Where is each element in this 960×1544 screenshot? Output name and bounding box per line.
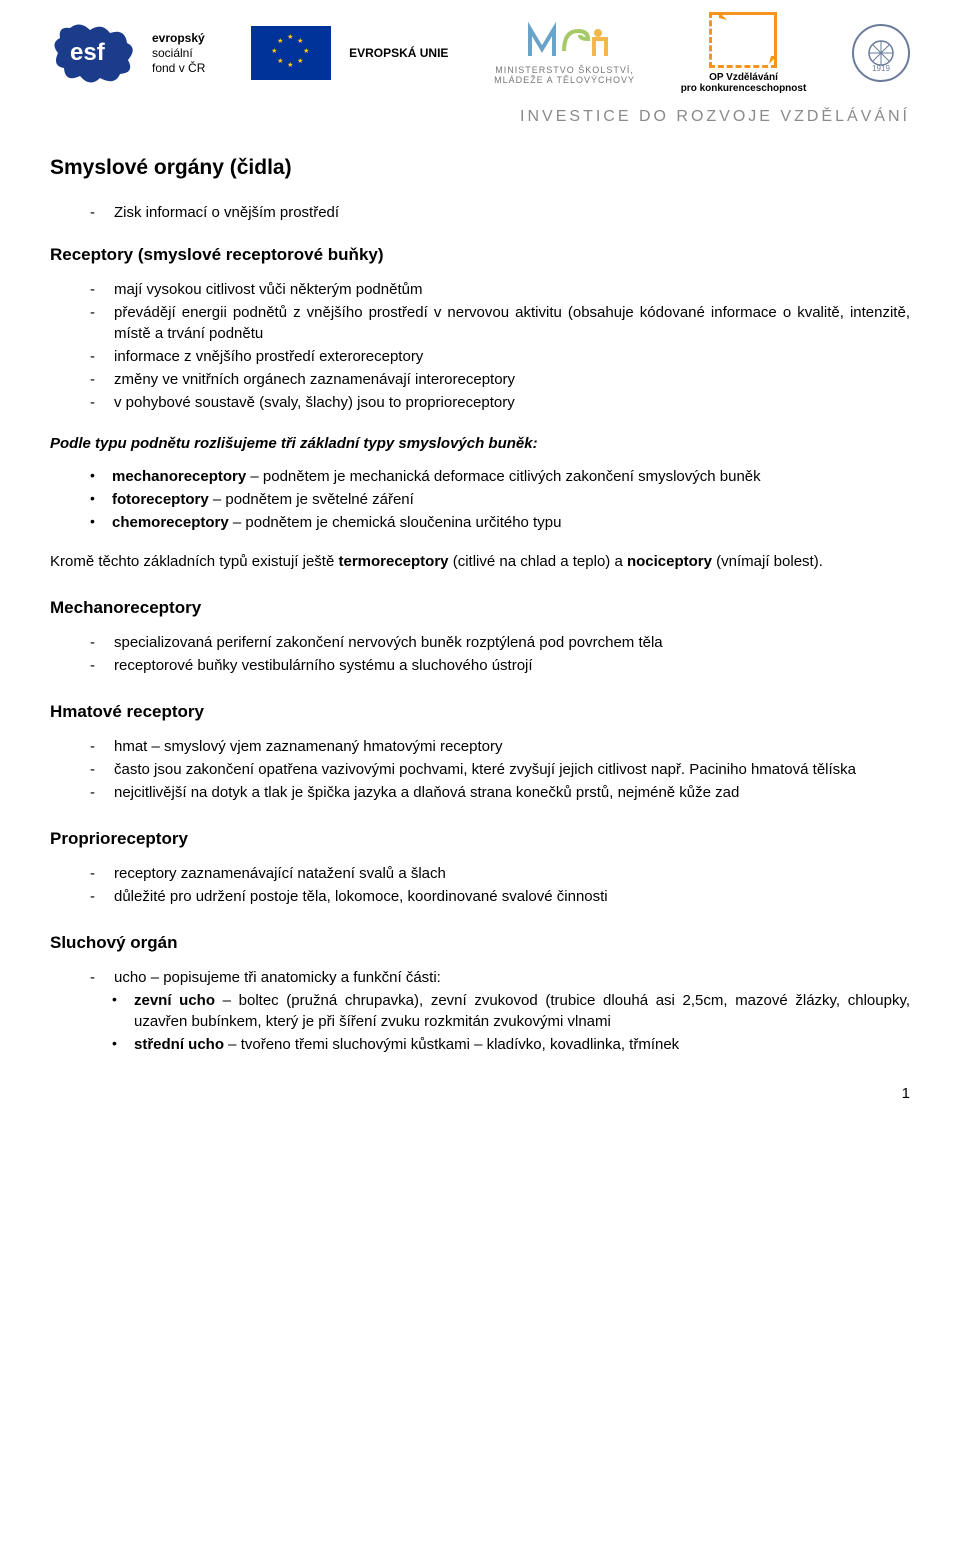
svg-text:1919: 1919 xyxy=(872,64,890,73)
mechano-title: Mechanoreceptory xyxy=(50,598,910,618)
sluch-nested-list: zevní ucho – boltec (pružná chrupavka), … xyxy=(50,990,910,1055)
intro-list: Zisk informací o vnějším prostředí xyxy=(50,202,910,223)
esf-line-2: sociální xyxy=(152,46,205,61)
esf-line-1: evropský xyxy=(152,31,205,46)
proprio-title: Proprioreceptory xyxy=(50,829,910,849)
list-item: převádějí energii podnětů z vnějšího pro… xyxy=(90,302,910,344)
op-square-icon xyxy=(709,12,777,68)
list-item: specializovaná periferní zakončení nervo… xyxy=(90,632,910,653)
list-item: Zisk informací o vnějším prostředí xyxy=(90,202,910,223)
proprio-list: receptory zaznamenávající natažení svalů… xyxy=(50,863,910,907)
definition: – tvořeno třemi sluchovými kůstkami – kl… xyxy=(224,1036,679,1053)
op-logo-block: OP Vzdělávání pro konkurenceschopnost xyxy=(681,12,807,94)
list-item: ucho – popisujeme tři anatomicky a funkč… xyxy=(90,967,910,988)
term: střední ucho xyxy=(134,1036,224,1053)
list-item: mají vysokou citlivost vůči některým pod… xyxy=(90,279,910,300)
page-number: 1 xyxy=(50,1085,910,1102)
msmt-logo-icon xyxy=(520,21,610,63)
text: (vnímají bolest). xyxy=(712,553,823,570)
list-item: důležité pro udržení postoje těla, lokom… xyxy=(90,886,910,907)
header-logos: esf evropský sociální fond v ČR ★ ★ ★ ★ … xyxy=(50,0,910,102)
receptory-list: mají vysokou citlivost vůči některým pod… xyxy=(50,279,910,413)
list-item: receptory zaznamenávající natažení svalů… xyxy=(90,863,910,884)
types-list: mechanoreceptory – podnětem je mechanick… xyxy=(50,466,910,533)
page-title: Smyslové orgány (čidla) xyxy=(50,156,910,180)
eu-logo-block: ★ ★ ★ ★ ★ ★ ★ ★ EVROPSKÁ UNIE xyxy=(251,26,448,80)
term: nociceptory xyxy=(627,553,712,570)
types-intro: Podle typu podnětu rozlišujeme tři zákla… xyxy=(50,435,910,452)
list-item: střední ucho – tvořeno třemi sluchovými … xyxy=(112,1034,910,1055)
list-item: v pohybové soustavě (svaly, šlachy) jsou… xyxy=(90,392,910,413)
msmt-logo-block: MINISTERSTVO ŠKOLSTVÍ, MLÁDEŽE A TĚLOVÝC… xyxy=(494,21,635,85)
mechano-list: specializovaná periferní zakončení nervo… xyxy=(50,632,910,676)
op-line-1: OP Vzdělávání xyxy=(709,72,778,83)
msmt-line-1: MINISTERSTVO ŠKOLSTVÍ, xyxy=(494,65,635,75)
term: fotoreceptory xyxy=(112,491,209,508)
svg-text:esf: esf xyxy=(70,39,106,66)
list-item: často jsou zakončení opatřena vazivovými… xyxy=(90,759,910,780)
esf-line-3: fond v ČR xyxy=(152,61,205,76)
definition: – podnětem je mechanická deformace citli… xyxy=(246,468,760,485)
extra-types-paragraph: Kromě těchto základních typů existují je… xyxy=(50,551,910,572)
text: (citlivé na chlad a teplo) a xyxy=(449,553,627,570)
list-item: nejcitlivější na dotyk a tlak je špička … xyxy=(90,782,910,803)
esf-text: evropský sociální fond v ČR xyxy=(152,31,205,76)
msmt-line-2: MLÁDEŽE A TĚLOVÝCHOVY xyxy=(494,75,635,85)
list-item: receptorové buňky vestibulárního systému… xyxy=(90,655,910,676)
hmat-list: hmat – smyslový vjem zaznamenaný hmatový… xyxy=(50,736,910,803)
term: termoreceptory xyxy=(338,553,448,570)
list-item: chemoreceptory – podnětem je chemická sl… xyxy=(90,512,910,533)
term: mechanoreceptory xyxy=(112,468,246,485)
op-line-2: pro konkurenceschopnost xyxy=(681,83,807,94)
school-emblem-icon: 1919 xyxy=(852,24,910,82)
term: zevní ucho xyxy=(134,992,215,1009)
list-item: mechanoreceptory – podnětem je mechanick… xyxy=(90,466,910,487)
hmat-title: Hmatové receptory xyxy=(50,702,910,722)
definition: – boltec (pružná chrupavka), zevní zvuko… xyxy=(134,992,910,1030)
list-item: změny ve vnitřních orgánech zaznamenávaj… xyxy=(90,369,910,390)
receptory-title: Receptory (smyslové receptorové buňky) xyxy=(50,245,910,265)
esf-logo-icon: esf xyxy=(50,18,140,88)
text: Kromě těchto základních typů existují je… xyxy=(50,553,338,570)
eu-label: EVROPSKÁ UNIE xyxy=(349,46,448,60)
list-item: informace z vnějšího prostředí exterorec… xyxy=(90,346,910,367)
list-item: hmat – smyslový vjem zaznamenaný hmatový… xyxy=(90,736,910,757)
list-item: zevní ucho – boltec (pružná chrupavka), … xyxy=(112,990,910,1032)
sluch-list: ucho – popisujeme tři anatomicky a funkč… xyxy=(50,967,910,988)
esf-logo-block: esf evropský sociální fond v ČR xyxy=(50,18,205,88)
header-tagline: INVESTICE DO ROZVOJE VZDĚLÁVÁNÍ xyxy=(50,108,910,126)
sluch-title: Sluchový orgán xyxy=(50,933,910,953)
definition: – podnětem je chemická sloučenina určité… xyxy=(229,514,562,531)
term: chemoreceptory xyxy=(112,514,229,531)
definition: – podnětem je světelné záření xyxy=(209,491,414,508)
list-item: fotoreceptory – podnětem je světelné zář… xyxy=(90,489,910,510)
eu-flag-icon: ★ ★ ★ ★ ★ ★ ★ ★ xyxy=(251,26,331,80)
